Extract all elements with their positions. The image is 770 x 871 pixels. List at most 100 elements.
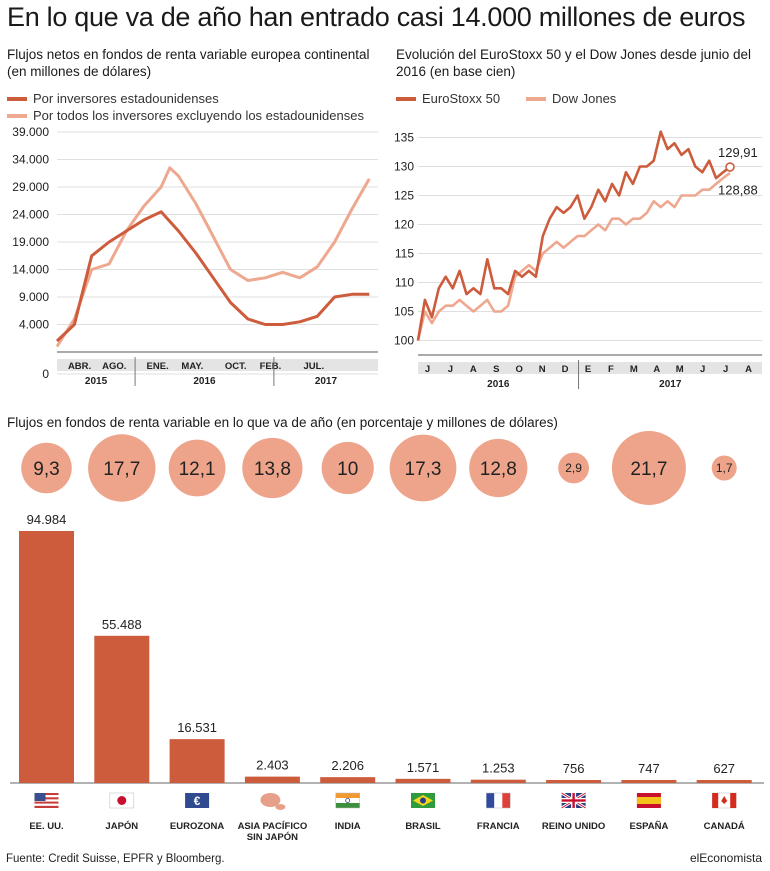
percentage-bubble bbox=[168, 439, 226, 497]
y-tick-label: 105 bbox=[394, 305, 414, 319]
y-tick-label: 19.000 bbox=[12, 235, 49, 249]
y-tick-label: 0 bbox=[42, 367, 49, 381]
category-label: REINO UNIDO bbox=[542, 821, 605, 832]
percentage-bubble bbox=[389, 434, 457, 502]
end-value-label: 128,88 bbox=[718, 182, 758, 197]
x-month-label: S bbox=[493, 364, 499, 375]
legend-label: EuroStoxx 50 bbox=[422, 91, 501, 106]
x-month-label: J bbox=[700, 364, 705, 375]
bar-value-label: 2.206 bbox=[331, 758, 364, 773]
x-month-label: N bbox=[539, 364, 546, 375]
percentage-label: 13,8 bbox=[254, 459, 291, 480]
bar bbox=[546, 780, 602, 783]
flag-stripe bbox=[34, 805, 59, 808]
series-line bbox=[55, 210, 370, 343]
flag-wheel bbox=[345, 798, 351, 803]
category-label: CANADÁ bbox=[704, 821, 745, 832]
flag-disc bbox=[117, 796, 127, 805]
bar-value-label: 747 bbox=[638, 761, 660, 776]
bar bbox=[94, 635, 150, 783]
y-tick-label: 4.000 bbox=[19, 318, 49, 332]
y-tick-label: 34.000 bbox=[12, 153, 49, 167]
flag-stripe bbox=[34, 801, 59, 804]
percentage-bubble bbox=[321, 441, 374, 495]
legend-label: Por todos los inversores excluyendo los … bbox=[33, 108, 364, 123]
chart2-legend-item-2: Dow Jones bbox=[526, 91, 616, 106]
y-tick-label: 110 bbox=[395, 276, 414, 290]
flag-shape bbox=[275, 804, 286, 810]
percentage-label: 10 bbox=[337, 459, 358, 480]
x-month-label: O bbox=[516, 364, 523, 375]
x-year-label: 2017 bbox=[315, 376, 338, 387]
x-month-label: MAY. bbox=[181, 361, 203, 372]
category-label: BRASIL bbox=[405, 821, 441, 832]
y-tick-label: 24.000 bbox=[12, 208, 49, 222]
x-year-label: 2015 bbox=[85, 376, 108, 387]
x-month-label: ABR. bbox=[68, 361, 91, 372]
chart3-title: Flujos en fondos de renta variable en lo… bbox=[7, 415, 558, 430]
bar bbox=[320, 777, 376, 783]
x-month-label: JUL. bbox=[304, 361, 325, 372]
percentage-label: 21,7 bbox=[630, 459, 667, 480]
bar bbox=[470, 779, 526, 783]
france-flag-icon bbox=[486, 792, 511, 809]
bar-value-label: 1.571 bbox=[407, 760, 440, 775]
flag-stripe bbox=[712, 793, 719, 808]
x-month-label: D bbox=[562, 364, 569, 375]
chart2-title: Evolución del EuroStoxx 50 y el Dow Jone… bbox=[396, 47, 751, 79]
chart2-legend-item-1: EuroStoxx 50 bbox=[396, 91, 500, 106]
y-tick-label: 14.000 bbox=[12, 263, 49, 277]
bar bbox=[696, 780, 752, 783]
bar bbox=[19, 531, 74, 783]
x-month-label: E bbox=[585, 364, 591, 375]
y-tick-label: 39.000 bbox=[12, 125, 49, 139]
x-month-label: A bbox=[653, 364, 660, 375]
y-tick-label: 115 bbox=[395, 247, 414, 261]
y-tick-label: 29.000 bbox=[12, 180, 49, 194]
bar bbox=[244, 776, 300, 783]
category-label: ASIA PACÍFICO bbox=[238, 821, 308, 832]
category-label: SIN JAPÓN bbox=[247, 831, 298, 843]
end-value-label: 129,91 bbox=[718, 145, 758, 160]
flag-stripe bbox=[486, 793, 495, 808]
legend-swatch bbox=[526, 96, 546, 101]
flag-stripe bbox=[502, 793, 511, 808]
category-label: EE. UU. bbox=[29, 821, 63, 832]
percentage-bubble bbox=[88, 434, 156, 502]
legend-swatch bbox=[396, 96, 416, 101]
page-title: En lo que va de año han entrado casi 14.… bbox=[7, 2, 746, 32]
x-month-label: ENE. bbox=[147, 361, 169, 372]
flag-stripe bbox=[730, 793, 737, 808]
flag-stripe bbox=[34, 799, 59, 802]
flag-leaf bbox=[721, 796, 728, 804]
month-band bbox=[418, 362, 762, 374]
flag-stripe bbox=[34, 795, 59, 798]
percentage-label: 9,3 bbox=[33, 459, 59, 480]
usa-flag-icon bbox=[34, 793, 46, 801]
flag-cross bbox=[561, 799, 586, 802]
category-label: INDIA bbox=[335, 821, 361, 832]
x-month-label: AGO. bbox=[102, 361, 126, 372]
percentage-label: 1,7 bbox=[716, 461, 733, 475]
legend-swatch bbox=[7, 113, 27, 118]
flag-globe bbox=[420, 797, 426, 804]
percentage-bubble bbox=[21, 442, 72, 494]
series-line bbox=[416, 171, 731, 341]
chart1-legend-item-2: Por todos los inversores excluyendo los … bbox=[7, 108, 364, 123]
brand-logo: elEconomista bbox=[689, 851, 762, 865]
asia-map-icon bbox=[260, 793, 281, 807]
bar-value-label: 2.403 bbox=[256, 758, 289, 773]
x-month-label: M bbox=[676, 364, 684, 375]
bar-value-label: 16.531 bbox=[177, 720, 217, 735]
percentage-label: 17,3 bbox=[405, 459, 442, 480]
bar-value-label: 94.984 bbox=[27, 512, 67, 527]
x-month-label: F bbox=[608, 364, 614, 375]
flag-stripe bbox=[34, 803, 59, 806]
x-month-label: M bbox=[630, 364, 638, 375]
y-tick-label: 120 bbox=[394, 218, 414, 232]
bar bbox=[169, 739, 225, 783]
chart1-legend-item-1: Por inversores estadounidenses bbox=[7, 91, 219, 106]
percentage-bubble bbox=[558, 452, 590, 484]
percentage-label: 2,9 bbox=[565, 461, 582, 475]
bar-value-label: 1.253 bbox=[482, 761, 515, 776]
